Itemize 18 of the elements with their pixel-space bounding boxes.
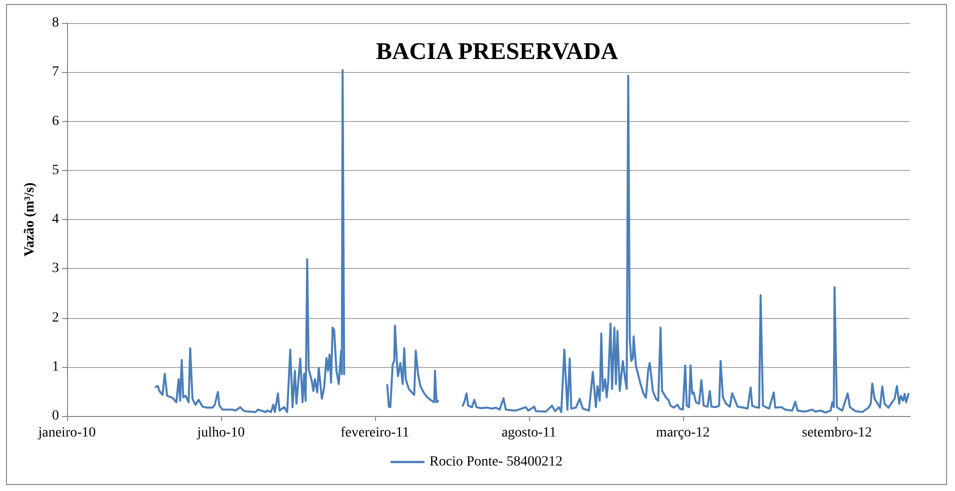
y-tick-label: 4 (52, 212, 59, 227)
y-tick-label: 6 (52, 114, 59, 129)
y-tick-label: 2 (52, 310, 59, 326)
text: BACIA PRESERVADA (376, 39, 619, 65)
x-tick-label: março-12 (656, 426, 710, 440)
x-tick-label: julho-10 (196, 426, 245, 440)
y-tick-label: 3 (52, 261, 59, 276)
y-tick-label: 7 (52, 64, 59, 80)
y-tick-label: 5 (52, 162, 59, 178)
y-tick-label: 0 (52, 408, 59, 424)
x-tick-label: agosto-11 (502, 426, 556, 440)
x-tick-label: setembro-12 (802, 426, 872, 440)
y-tick-label: 1 (52, 359, 59, 374)
y-tick-label: 8 (52, 16, 59, 30)
x-tick-label: janeiro-10 (37, 426, 96, 440)
y-axis-title: Vazão (m³/s) (22, 182, 38, 257)
x-tick-label: fevereiro-11 (340, 426, 410, 440)
legend-label: Rocio Ponte- 58400212 (430, 454, 563, 470)
